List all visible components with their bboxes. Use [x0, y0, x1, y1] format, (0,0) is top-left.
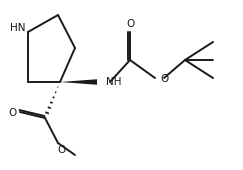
Text: O: O	[126, 19, 134, 29]
Text: O: O	[57, 145, 65, 155]
Text: NH: NH	[106, 77, 122, 87]
Text: O: O	[160, 74, 168, 84]
Polygon shape	[60, 79, 97, 85]
Text: O: O	[8, 108, 16, 118]
Text: HN: HN	[10, 23, 26, 33]
